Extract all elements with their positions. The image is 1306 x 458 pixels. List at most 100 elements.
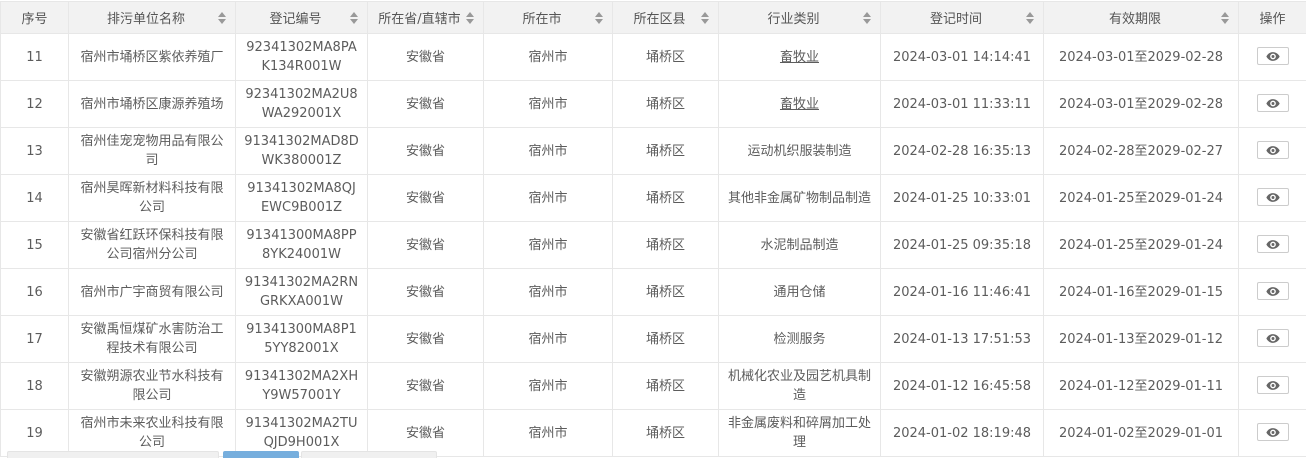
cell-province: 安徽省 — [367, 221, 484, 269]
industry-label: 非金属废料和碎屑加工处理 — [727, 416, 871, 450]
industry-label: 机械化农业及园艺机具制造 — [727, 369, 871, 403]
sort-caret-icon[interactable] — [350, 11, 358, 24]
cell-province: 安徽省 — [367, 315, 484, 363]
view-button[interactable] — [1256, 94, 1289, 113]
cell-district: 埇桥区 — [612, 221, 719, 269]
view-button[interactable] — [1256, 47, 1289, 66]
cell-reg-time: 2024-01-25 10:33:01 — [880, 174, 1044, 222]
cell-seq: 11 — [0, 33, 69, 81]
cell-validity: 2024-01-25至2029-01-24 — [1043, 221, 1239, 269]
table-row: 17 安徽禹恒煤矿水害防治工程技术有限公司 91341300MA8P15YY82… — [0, 315, 1306, 363]
cell-reg-no: 92341302MA8PAK134R001W — [235, 33, 368, 81]
table-header-row: 序号 排污单位名称 登记编号 所在省/直辖市 所在市 所在区县 行业类别 登记时… — [0, 1, 1306, 34]
cell-reg-no: 91341302MA2RNGRKXA001W — [235, 268, 368, 316]
cell-unit-name: 安徽禹恒煤矿水害防治工程技术有限公司 — [68, 315, 236, 363]
column-header[interactable]: 登记编号 — [235, 1, 368, 34]
sort-caret-icon[interactable] — [1221, 11, 1229, 24]
industry-label: 其他非金属矿物制品制造 — [727, 190, 871, 206]
cell-province: 安徽省 — [367, 409, 484, 457]
cell-province: 安徽省 — [367, 33, 484, 81]
eye-icon — [1265, 380, 1280, 390]
industry-label: 通用仓储 — [773, 284, 826, 300]
sort-caret-icon[interactable] — [466, 11, 474, 24]
table-row: 16 宿州市广宇商贸有限公司 91341302MA2RNGRKXA001W 安徽… — [0, 268, 1306, 316]
view-button[interactable] — [1256, 376, 1289, 395]
table-row: 12 宿州市埇桥区康源养殖场 92341302MA2U8WA292001X 安徽… — [0, 80, 1306, 128]
column-header[interactable]: 所在区县 — [612, 1, 719, 34]
cell-seq: 19 — [0, 409, 69, 457]
eye-icon — [1265, 427, 1280, 437]
cell-unit-name: 宿州市未来农业科技有限公司 — [68, 409, 236, 457]
cell-province: 安徽省 — [367, 362, 484, 410]
cell-industry: 畜牧业 — [718, 33, 881, 81]
cell-validity: 2024-01-25至2029-01-24 — [1043, 174, 1239, 222]
column-header[interactable]: 登记时间 — [880, 1, 1044, 34]
cell-city: 宿州市 — [483, 80, 613, 128]
eye-icon — [1265, 51, 1280, 61]
cell-seq: 17 — [0, 315, 69, 363]
cell-reg-no: 91341302MA2TUQJD9H001X — [235, 409, 368, 457]
view-button[interactable] — [1256, 423, 1289, 442]
industry-label: 检测服务 — [773, 331, 826, 347]
table-row: 18 安徽朔源农业节水科技有限公司 91341302MA2XHY9W57001Y… — [0, 362, 1306, 410]
cell-reg-time: 2024-01-02 18:19:48 — [880, 409, 1044, 457]
column-header[interactable]: 行业类别 — [718, 1, 881, 34]
table-row: 19 宿州市未来农业科技有限公司 91341302MA2TUQJD9H001X … — [0, 409, 1306, 457]
sort-caret-icon[interactable] — [595, 11, 603, 24]
sort-caret-icon[interactable] — [218, 11, 226, 24]
view-button[interactable] — [1256, 235, 1289, 254]
cell-unit-name: 宿州市广宇商贸有限公司 — [68, 268, 236, 316]
sort-caret-icon[interactable] — [1026, 11, 1034, 24]
column-header[interactable]: 所在省/直辖市 — [367, 1, 484, 34]
industry-link[interactable]: 畜牧业 — [779, 49, 819, 65]
sort-caret-icon[interactable] — [701, 11, 709, 24]
column-header-label: 登记时间 — [929, 12, 982, 27]
cell-province: 安徽省 — [367, 268, 484, 316]
cell-district: 埇桥区 — [612, 268, 719, 316]
column-header-label: 所在区县 — [633, 12, 686, 27]
column-header[interactable]: 有效期限 — [1043, 1, 1239, 34]
eye-icon — [1265, 286, 1280, 296]
cell-city: 宿州市 — [483, 174, 613, 222]
view-button[interactable] — [1256, 141, 1289, 160]
pagination-prev-group[interactable] — [7, 451, 219, 458]
pagination-current-page[interactable] — [223, 451, 299, 458]
cell-district: 埇桥区 — [612, 409, 719, 457]
cell-city: 宿州市 — [483, 33, 613, 81]
cell-industry: 运动机织服装制造 — [718, 127, 881, 175]
pagination-next-group[interactable] — [301, 451, 437, 458]
view-button[interactable] — [1256, 282, 1289, 301]
cell-seq: 13 — [0, 127, 69, 175]
cell-city: 宿州市 — [483, 315, 613, 363]
column-header-label: 序号 — [21, 12, 48, 27]
table-row: 14 宿州昊晖新材料科技有限公司 91341302MA8QJEWC9B001Z … — [0, 174, 1306, 222]
eye-icon — [1265, 145, 1280, 155]
cell-province: 安徽省 — [367, 127, 484, 175]
column-header[interactable]: 所在市 — [483, 1, 613, 34]
cell-action — [1238, 362, 1306, 410]
industry-link[interactable]: 畜牧业 — [779, 96, 819, 112]
column-header-label: 操作 — [1259, 12, 1286, 27]
column-header: 序号 — [0, 1, 69, 34]
cell-unit-name: 宿州昊晖新材料科技有限公司 — [68, 174, 236, 222]
view-button[interactable] — [1256, 188, 1289, 207]
cell-seq: 18 — [0, 362, 69, 410]
cell-district: 埇桥区 — [612, 362, 719, 410]
cell-reg-no: 91341302MA2XHY9W57001Y — [235, 362, 368, 410]
sort-caret-icon[interactable] — [863, 11, 871, 24]
cell-action — [1238, 174, 1306, 222]
cell-district: 埇桥区 — [612, 315, 719, 363]
cell-reg-time: 2024-03-01 14:14:41 — [880, 33, 1044, 81]
cell-reg-no: 91341302MA8QJEWC9B001Z — [235, 174, 368, 222]
column-header: 操作 — [1238, 1, 1306, 34]
cell-seq: 14 — [0, 174, 69, 222]
view-button[interactable] — [1256, 329, 1289, 348]
eye-icon — [1265, 239, 1280, 249]
cell-action — [1238, 409, 1306, 457]
cell-city: 宿州市 — [483, 362, 613, 410]
cell-reg-time: 2024-01-25 09:35:18 — [880, 221, 1044, 269]
cell-unit-name: 宿州佳宠宠物用品有限公司 — [68, 127, 236, 175]
column-header[interactable]: 排污单位名称 — [68, 1, 236, 34]
